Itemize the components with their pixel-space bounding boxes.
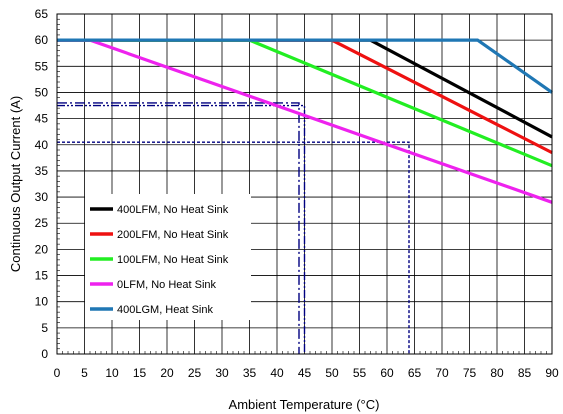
reference-line bbox=[57, 104, 306, 354]
y-tick-label: 5 bbox=[41, 321, 48, 335]
y-tick-label: 10 bbox=[35, 295, 49, 309]
y-tick-label: 30 bbox=[35, 190, 49, 204]
legend-label: 400LGM, Heat Sink bbox=[117, 304, 213, 316]
y-tick-label: 40 bbox=[35, 138, 49, 152]
y-tick-label: 35 bbox=[35, 164, 49, 178]
x-tick-label: 30 bbox=[215, 366, 229, 380]
x-axis-title: Ambient Temperature (°C) bbox=[229, 397, 380, 412]
x-tick-label: 80 bbox=[490, 366, 504, 380]
x-tick-label: 60 bbox=[380, 366, 394, 380]
y-tick-label: 55 bbox=[35, 59, 49, 73]
y-tick-label: 0 bbox=[41, 347, 48, 361]
reference-line bbox=[57, 141, 410, 354]
y-tick-label: 60 bbox=[35, 33, 49, 47]
x-tick-label: 70 bbox=[435, 366, 449, 380]
reference-line bbox=[57, 102, 300, 354]
x-tick-label: 15 bbox=[133, 366, 147, 380]
legend-label: 400LFM, No Heat Sink bbox=[117, 204, 229, 216]
plot-frame bbox=[56, 13, 553, 355]
x-tick-label: 90 bbox=[545, 366, 559, 380]
y-tick-label: 25 bbox=[35, 216, 49, 230]
y-tick-label: 15 bbox=[35, 269, 49, 283]
x-tick-label: 40 bbox=[270, 366, 284, 380]
legend-label: 0LFM, No Heat Sink bbox=[117, 279, 217, 291]
legend: 400LFM, No Heat Sink 200LFM, No Heat Sink… bbox=[85, 194, 251, 320]
y-axis-title: Continuous Output Current (A) bbox=[8, 96, 23, 272]
x-tick-label: 25 bbox=[188, 366, 202, 380]
x-tick-label: 0 bbox=[54, 366, 61, 380]
x-tick-label: 75 bbox=[463, 366, 477, 380]
legend-box bbox=[85, 194, 251, 320]
legend-label: 100LFM, No Heat Sink bbox=[117, 254, 229, 266]
series-lines bbox=[57, 38, 553, 204]
y-tick-label: 65 bbox=[35, 7, 49, 21]
x-tick-label: 85 bbox=[518, 366, 532, 380]
x-tick-label: 50 bbox=[325, 366, 339, 380]
x-tick-label: 10 bbox=[105, 366, 119, 380]
y-tick-labels: 0 5 10 15 20 25 30 35 40 45 50 55 60 65 bbox=[35, 7, 49, 361]
reference-lines bbox=[57, 102, 410, 354]
y-tick-label: 45 bbox=[35, 112, 49, 126]
series-line bbox=[57, 38, 553, 94]
x-tick-label: 20 bbox=[160, 366, 174, 380]
x-tick-label: 35 bbox=[243, 366, 257, 380]
x-tick-label: 65 bbox=[408, 366, 422, 380]
x-tick-label: 45 bbox=[298, 366, 312, 380]
x-tick-label: 55 bbox=[353, 366, 367, 380]
x-tick-label: 5 bbox=[81, 366, 88, 380]
x-tick-labels: 0 5 10 15 20 25 30 35 40 45 50 55 60 65 70 75 80 85 90 bbox=[54, 366, 559, 380]
legend-label: 200LFM, No Heat Sink bbox=[117, 229, 229, 241]
y-tick-label: 20 bbox=[35, 242, 49, 256]
y-tick-label: 50 bbox=[35, 85, 49, 99]
